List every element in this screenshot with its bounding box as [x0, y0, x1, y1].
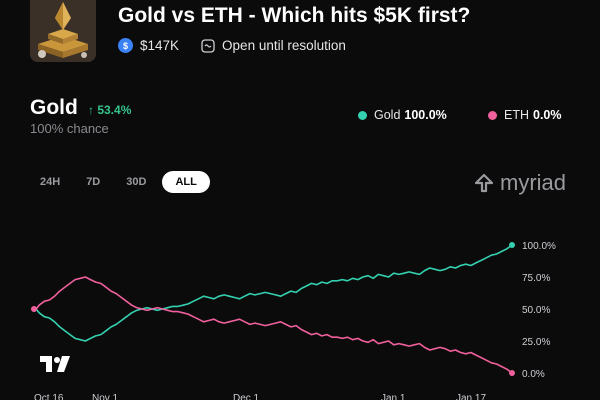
legend-value-eth: 0.0%: [533, 108, 562, 122]
tab-24h[interactable]: 24H: [40, 176, 61, 188]
y-tick-label: 75.0%: [522, 273, 550, 284]
market-title: Gold vs ETH - Which hits $5K first?: [118, 4, 471, 27]
series-endpoint-eth: [509, 370, 515, 376]
legend-item-gold[interactable]: Gold 100.0%: [358, 108, 447, 122]
selected-outcome-name: Gold: [30, 96, 78, 119]
y-tick-label: 100.0%: [522, 241, 556, 252]
market-meta: $ $147K Open until resolution: [118, 38, 346, 53]
x-tick-label: Jan 1: [381, 393, 406, 400]
y-tick-label: 50.0%: [522, 305, 550, 316]
brand-name: myriad: [500, 170, 567, 195]
legend-dot-gold: [358, 110, 367, 120]
y-tick-label: 25.0%: [522, 337, 550, 348]
myriad-logo-icon: [474, 173, 494, 193]
tab-all[interactable]: ALL: [162, 171, 210, 193]
myriad-brand: myriad: [473, 170, 566, 196]
legend-label-eth: ETH: [504, 108, 529, 122]
legend-value-gold: 100.0%: [404, 108, 447, 122]
x-tick-label: Dec 1: [233, 393, 260, 400]
market-volume: $147K: [140, 38, 180, 53]
tab-30d[interactable]: 30D: [126, 176, 147, 188]
series-start-point: [31, 306, 37, 312]
price-chart[interactable]: 100.0% 75.0% 50.0% 25.0% 0.0% Oct 16 Nov 1 Dec …: [0, 225, 600, 400]
x-tick-label: Oct 16: [34, 393, 64, 400]
legend-label-gold: Gold: [374, 108, 401, 122]
market-status: Open until resolution: [222, 38, 346, 53]
legend-dot-eth: [488, 110, 497, 120]
y-tick-label: 0.0%: [522, 369, 545, 380]
outcome-chance: 100% chance: [30, 121, 109, 136]
tradingview-logo-icon: [40, 356, 70, 372]
series-line-gold: [33, 244, 513, 342]
tab-7d[interactable]: 7D: [86, 176, 101, 188]
time-range-tabs: 24H 7D 30D ALL: [30, 171, 216, 193]
outcome-change: ↑ 53.4%: [88, 103, 132, 117]
usdc-coin-icon: $: [118, 38, 133, 53]
legend-item-eth[interactable]: ETH 0.0%: [488, 108, 562, 122]
x-tick-label: Jan 17: [456, 393, 486, 400]
x-tick-label: Nov 1: [92, 393, 119, 400]
series-endpoint-gold: [509, 242, 515, 248]
gold-bar-thumbnail-icon: [30, 0, 96, 62]
infinity-clock-icon: [201, 38, 215, 53]
series-line-eth: [33, 276, 513, 374]
